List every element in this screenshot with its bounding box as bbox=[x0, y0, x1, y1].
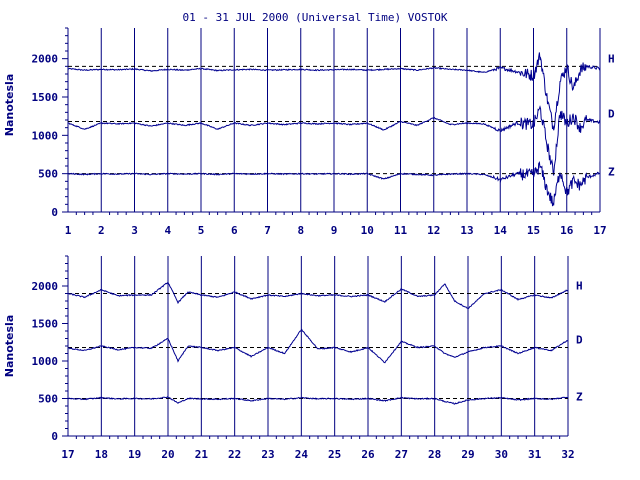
x-tick-label: 17 bbox=[593, 224, 606, 237]
y-tick-label: 2000 bbox=[32, 280, 59, 293]
x-tick-label: 28 bbox=[428, 448, 441, 461]
x-tick-label: 6 bbox=[231, 224, 238, 237]
y-tick-label: 0 bbox=[51, 206, 58, 219]
x-tick-label: 21 bbox=[195, 448, 209, 461]
x-tick-label: 9 bbox=[331, 224, 338, 237]
series-line-h bbox=[67, 52, 601, 131]
panel-2: 17 18 19 20 21 22 23 24 25 26 27 28 29 30 31 32 0 500 1000… bbox=[3, 255, 583, 461]
y-axis-label: Nanotesla bbox=[3, 315, 16, 377]
y-tick-label: 1500 bbox=[32, 318, 59, 331]
x-tick-label: 27 bbox=[395, 448, 408, 461]
x-tick-label: 1 bbox=[65, 224, 72, 237]
x-tick-label: 22 bbox=[228, 448, 241, 461]
x-tick-label: 30 bbox=[495, 448, 508, 461]
series-label-d: D bbox=[576, 334, 583, 347]
x-tick-label: 7 bbox=[264, 224, 271, 237]
x-tick-label: 26 bbox=[361, 448, 375, 461]
x-tick-label: 29 bbox=[461, 448, 474, 461]
series-label-h: H bbox=[608, 52, 615, 65]
series-line-d bbox=[67, 328, 569, 364]
x-tick-label: 32 bbox=[561, 448, 574, 461]
series-label-d: D bbox=[608, 108, 615, 121]
x-tick-label: 10 bbox=[361, 224, 374, 237]
series-label-h: H bbox=[576, 280, 583, 293]
y-tick-label: 1500 bbox=[32, 91, 59, 104]
x-tick-label: 13 bbox=[460, 224, 473, 237]
x-tick-label: 8 bbox=[297, 224, 304, 237]
y-tick-label: 2000 bbox=[32, 53, 59, 66]
series-line-d bbox=[67, 105, 601, 176]
x-tick-label: 2 bbox=[98, 224, 105, 237]
series-label-z: Z bbox=[608, 166, 615, 179]
y-tick-label: 1000 bbox=[32, 129, 59, 142]
x-tick-label: 25 bbox=[328, 448, 341, 461]
x-tick-label: 15 bbox=[527, 224, 540, 237]
panel-1: 1 2 3 4 5 6 7 8 9 10 11 12 13 14 15 16 17050010001500200… bbox=[3, 27, 615, 237]
y-tick-label: 500 bbox=[38, 168, 58, 181]
x-tick-label: 4 bbox=[164, 224, 171, 237]
x-tick-label: 3 bbox=[131, 224, 138, 237]
x-tick-label: 16 bbox=[560, 224, 574, 237]
series-label-z: Z bbox=[576, 391, 583, 404]
x-tick-label: 11 bbox=[394, 224, 408, 237]
x-tick-label: 14 bbox=[494, 224, 508, 237]
x-tick-label: 12 bbox=[427, 224, 440, 237]
x-tick-label: 23 bbox=[261, 448, 274, 461]
x-tick-label: 5 bbox=[198, 224, 205, 237]
chart-title: 01 - 31 JUL 2000 (Universal Time) VOSTOK bbox=[183, 11, 448, 24]
y-tick-label: 0 bbox=[51, 430, 58, 443]
y-tick-label: 1000 bbox=[32, 355, 59, 368]
y-tick-label: 500 bbox=[38, 393, 58, 406]
x-tick-label: 24 bbox=[295, 448, 309, 461]
series-line-z bbox=[67, 396, 569, 405]
x-tick-label: 31 bbox=[528, 448, 542, 461]
x-tick-label: 19 bbox=[128, 448, 141, 461]
x-tick-label: 20 bbox=[161, 448, 174, 461]
series-line-z bbox=[67, 160, 601, 207]
series-line-h bbox=[67, 281, 569, 310]
y-axis-label: Nanotesla bbox=[3, 74, 16, 136]
x-tick-label: 17 bbox=[61, 448, 74, 461]
x-tick-label: 18 bbox=[95, 448, 108, 461]
